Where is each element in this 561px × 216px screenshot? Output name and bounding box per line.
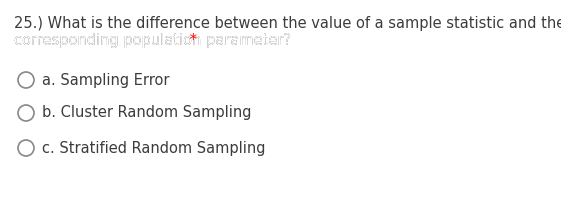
Text: 25.) What is the difference between the value of a sample statistic and the: 25.) What is the difference between the … [14,16,561,31]
Text: b. Cluster Random Sampling: b. Cluster Random Sampling [42,105,251,121]
Text: corresponding population parameter?: corresponding population parameter? [14,33,291,48]
Text: corresponding population parameter?: corresponding population parameter? [14,33,291,48]
Text: a. Sampling Error: a. Sampling Error [42,73,169,87]
Text: c. Stratified Random Sampling: c. Stratified Random Sampling [42,140,265,156]
Text: *: * [185,33,197,48]
